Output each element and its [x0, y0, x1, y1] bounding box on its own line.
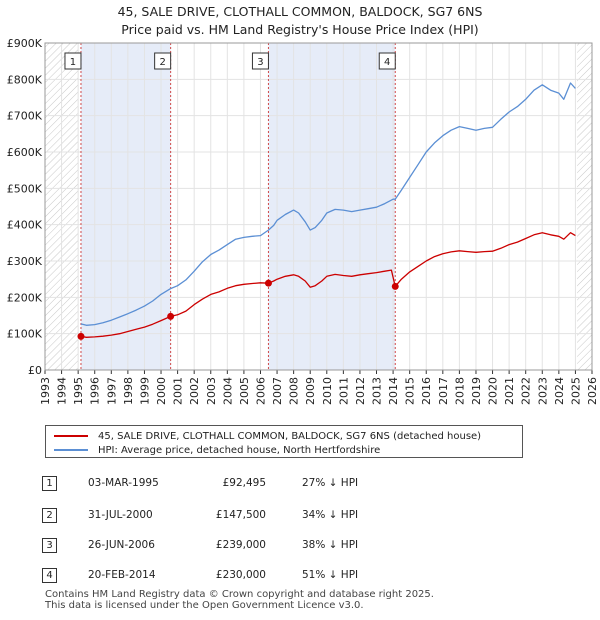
- sale-date: 03-MAR-1995: [88, 477, 159, 489]
- x-tick-label: 2017: [437, 377, 450, 405]
- x-tick-label: 1993: [39, 377, 52, 405]
- sale-number: 3: [42, 538, 57, 553]
- x-tick-label: 2003: [205, 377, 218, 405]
- sale-marker-box: [378, 52, 396, 70]
- x-tick-label: 2016: [420, 377, 433, 405]
- y-tick-label: £500K: [7, 182, 43, 195]
- x-tick-label: 2007: [271, 377, 284, 405]
- legend-label-property: 45, SALE DRIVE, CLOTHALL COMMON, BALDOCK…: [98, 430, 482, 442]
- x-tick-label: 1999: [138, 377, 151, 405]
- sale-point: [77, 332, 85, 340]
- x-tick-label: 2026: [586, 377, 599, 405]
- y-tick-label: £100K: [7, 328, 43, 341]
- x-tick-label: 2006: [254, 377, 267, 405]
- legend-item-property: 45, SALE DRIVE, CLOTHALL COMMON, BALDOCK…: [54, 429, 481, 443]
- sale-price: £239,000: [215, 539, 266, 551]
- sale-marker-box: [154, 52, 172, 70]
- sale-date: 31-JUL-2000: [88, 509, 153, 521]
- plot-border: [44, 42, 593, 371]
- x-tick-label: 2014: [387, 377, 400, 405]
- y-tick-label: £200K: [7, 291, 43, 304]
- chart-subtitle-line: Price paid vs. HM Land Registry's House …: [121, 22, 479, 37]
- sale-row: 3 26-JUN-2006 £239,000 38% ↓ HPI: [40, 538, 440, 556]
- y-tick-label: £800K: [7, 73, 43, 86]
- x-tick-label: 2011: [337, 377, 350, 405]
- hatched-band: [577, 43, 592, 370]
- legend: 45, SALE DRIVE, CLOTHALL COMMON, BALDOCK…: [45, 425, 523, 458]
- sale-hpi-diff: 34% ↓ HPI: [302, 509, 359, 521]
- sale-hpi-diff: 38% ↓ HPI: [302, 539, 359, 551]
- x-tick-label: 1998: [122, 377, 135, 405]
- shaded-band: [80, 43, 171, 370]
- sale-point: [391, 282, 399, 290]
- chart-title-line: 45, SALE DRIVE, CLOTHALL COMMON, BALDOCK…: [117, 4, 483, 19]
- y-tick-label: £0: [28, 364, 42, 377]
- x-tick-label: 2025: [569, 377, 582, 405]
- price-chart: 1 2 3 4 1993 1994 1995 1996 1997 1998 1999 2000 200…: [7, 37, 599, 405]
- footer-licence: This data is licensed under the Open Gov…: [45, 600, 364, 611]
- x-tick-label: 2020: [487, 377, 500, 405]
- x-tick-label: 2002: [188, 377, 201, 405]
- chart-title: 45, SALE DRIVE, CLOTHALL COMMON, BALDOCK…: [0, 3, 600, 39]
- x-tick-label: 2022: [520, 377, 533, 405]
- legend-item-hpi: HPI: Average price, detached house, Nort…: [54, 443, 380, 457]
- x-tick-label: 2024: [553, 377, 566, 405]
- x-tick-label: 2019: [470, 377, 483, 405]
- x-tick-label: 2015: [404, 377, 417, 405]
- y-tick-label: £900K: [7, 37, 43, 50]
- x-tick-label: 1997: [105, 377, 118, 405]
- sale-hpi-diff: 51% ↓ HPI: [302, 569, 359, 581]
- x-tick-label: 2023: [536, 377, 549, 405]
- sale-date: 26-JUN-2006: [88, 539, 155, 551]
- x-tick-label: 1994: [56, 377, 69, 405]
- y-tick-label: £400K: [7, 219, 43, 232]
- sale-hpi-diff: 27% ↓ HPI: [302, 477, 359, 489]
- x-tick-label: 2001: [172, 377, 185, 405]
- sale-row: 1 03-MAR-1995 £92,495 27% ↓ HPI: [40, 476, 440, 494]
- sale-point: [264, 279, 272, 287]
- sale-points-layer: [77, 279, 399, 340]
- sale-point: [167, 312, 175, 320]
- sale-number: 2: [42, 508, 57, 523]
- x-tick-label: 2010: [321, 377, 334, 405]
- x-tick-label: 1996: [89, 377, 102, 405]
- sale-number: 1: [42, 476, 57, 491]
- x-tick-label: 2005: [238, 377, 251, 405]
- sale-date: 20-FEB-2014: [88, 569, 156, 581]
- legend-swatch-hpi: [54, 449, 88, 451]
- footer-copyright: Contains HM Land Registry data © Crown c…: [45, 589, 434, 600]
- sale-number: 4: [42, 568, 57, 583]
- sale-row: 2 31-JUL-2000 £147,500 34% ↓ HPI: [40, 508, 440, 526]
- legend-swatch-property: [54, 435, 88, 437]
- sale-marker-label: 2: [159, 57, 165, 68]
- axes-layer: 1993 1994 1995 1996 1997 1998 1999 2000 2001 2002…: [7, 37, 599, 405]
- y-tick-label: £600K: [7, 146, 43, 159]
- x-tick-label: 2021: [503, 377, 516, 405]
- sale-marker-box: [251, 52, 269, 70]
- sale-marker-box: [64, 52, 82, 70]
- x-tick-label: 1995: [72, 377, 85, 405]
- sale-marker-label: 4: [384, 57, 390, 68]
- x-tick-label: 2000: [155, 377, 168, 405]
- legend-label-hpi: HPI: Average price, detached house, Nort…: [98, 444, 381, 456]
- bands-layer: [45, 43, 592, 370]
- x-tick-label: 2018: [453, 377, 466, 405]
- x-tick-label: 2008: [288, 377, 301, 405]
- shaded-band: [268, 43, 396, 370]
- footer: Contains HM Land Registry data © Crown c…: [45, 589, 434, 611]
- sale-price: £230,000: [215, 569, 266, 581]
- sale-price: £92,495: [222, 477, 266, 489]
- x-tick-label: 2013: [371, 377, 384, 405]
- x-tick-label: 2012: [354, 377, 367, 405]
- x-tick-label: 2009: [304, 377, 317, 405]
- y-tick-label: £300K: [7, 255, 43, 268]
- x-tick-label: 2004: [221, 377, 234, 405]
- y-tick-label: £700K: [7, 110, 43, 123]
- sale-price: £147,500: [215, 509, 266, 521]
- sale-marker-label: 1: [70, 57, 76, 68]
- sale-marker-label: 3: [257, 57, 263, 68]
- series-line-hpi: [80, 82, 576, 326]
- sale-row: 4 20-FEB-2014 £230,000 51% ↓ HPI: [40, 568, 440, 586]
- sale-boxes-layer: 1 2 3 4: [64, 52, 396, 70]
